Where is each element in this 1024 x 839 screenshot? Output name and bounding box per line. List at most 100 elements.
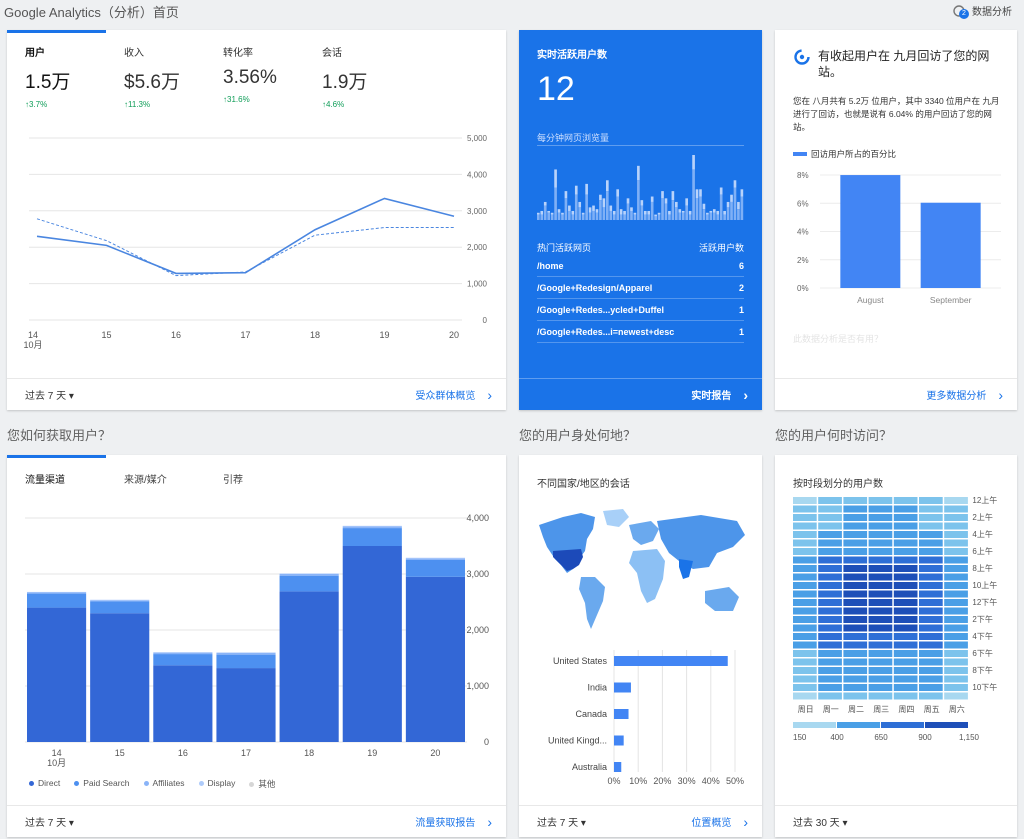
pageview-bar (706, 214, 709, 220)
legend-item[interactable]: Display (198, 778, 235, 790)
active-page-row[interactable]: /Google+Redesign/Apparel 2 (537, 277, 744, 299)
heatmap-cell (944, 633, 968, 640)
pageview-bar (675, 207, 678, 220)
heatmap-cell (793, 565, 817, 572)
stacked-bar-affiliates (27, 592, 87, 594)
insights-icon: 2 (952, 4, 969, 19)
stacked-bar-display (90, 599, 150, 601)
stacked-bar-paid-search (90, 601, 150, 614)
retention-bar (840, 175, 901, 288)
tab-source-medium[interactable]: 来源/媒介 (124, 475, 167, 486)
heatmap-cell (868, 497, 893, 504)
pageview-bar-light (540, 210, 544, 215)
heatmap-cell (919, 539, 943, 547)
pageview-bar (671, 200, 675, 220)
metric-change: ↑31.6% (223, 95, 250, 104)
pageview-bar-light (730, 194, 733, 202)
heatmap-cell (893, 607, 918, 615)
page-path: /Google+Redes...i=newest+desc (537, 327, 675, 337)
location-subtitle: 不同国家/地区的会话 (537, 479, 630, 490)
heatmap-cell (793, 599, 817, 606)
pageview-bar-light (592, 205, 595, 211)
pageview-bar (699, 196, 702, 220)
hour-label: 10上午 (972, 580, 997, 590)
pageview-bar (537, 214, 540, 220)
retention-bar-chart: 8% 6% 4% 2% 0% August September (797, 171, 1001, 305)
legend-item[interactable]: Direct (29, 778, 60, 790)
pageview-bar-light (716, 210, 720, 215)
heatmap-cell (843, 658, 868, 666)
realtime-report-link[interactable]: 实时报告 › (691, 387, 748, 403)
legend-item[interactable]: Affiliates (143, 778, 185, 790)
y-tick-label: 0% (797, 284, 809, 293)
audience-overview-link[interactable]: 受众群体概览 › (415, 387, 492, 403)
insights-button[interactable]: 2 数据分析 (952, 3, 1012, 19)
hour-label: 6上午 (972, 546, 992, 556)
heatmap-cell (843, 684, 868, 691)
x-tick-label: 20 (430, 748, 440, 758)
x-sublabel: 10月 (47, 758, 66, 768)
date-range-dropdown[interactable]: 过去 30 天 ▾ (793, 818, 848, 829)
heatmap-cell (919, 692, 943, 700)
location-overview-link[interactable]: 位置概览 › (691, 814, 748, 830)
feedback-prompt: 此数据分析是否有用？ (793, 334, 884, 344)
heatmap-cell (868, 590, 893, 598)
retention-insight-card: 有收起用户在 九月回访了您的网站。 您在 八月共有 5.2万 位用户，其中 33… (775, 30, 1017, 410)
tab-channels[interactable]: 流量渠道 (25, 475, 65, 486)
stacked-bar-paid-search (342, 528, 402, 546)
page-active-users: 6 (738, 261, 744, 271)
pageviews-bar-chart (537, 155, 744, 220)
more-insights-link[interactable]: 更多数据分析 › (926, 387, 1003, 403)
link-label: 受众群体概览 (415, 391, 476, 402)
link-label: 流量获取报告 (415, 818, 476, 829)
heatmap-cell (868, 641, 893, 649)
realtime-footer: 实时报告 › (519, 378, 762, 410)
heatmap-cell (893, 590, 918, 598)
metric-change: ↑4.6% (322, 100, 345, 109)
scale-swatch (793, 722, 836, 728)
country-label: India (587, 683, 607, 693)
metric-label: 会话 (322, 48, 342, 59)
y-tick-label: 3,000 (466, 569, 489, 579)
active-page-row[interactable]: /home 6 (537, 255, 744, 277)
map-europe (629, 521, 659, 545)
chevron-right-icon: › (487, 386, 492, 403)
acquisition-report-link[interactable]: 流量获取报告 › (415, 814, 492, 830)
y-tick-label: 8% (797, 171, 809, 180)
pageview-bar-light (581, 212, 585, 215)
heatmap-cell (793, 641, 817, 649)
pageview-bar-light (561, 212, 564, 215)
legend-label: 回访用户所占的百分比 (811, 149, 897, 159)
metric-users[interactable]: 用户 1.5万 ↑3.7% (25, 44, 117, 109)
y-tick-label: 2% (797, 256, 809, 265)
date-range-dropdown[interactable]: 过去 7 天 ▾ (537, 818, 586, 829)
metric-revenue[interactable]: 收入 $5.6万 ↑11.3% (124, 44, 216, 109)
hour-label: 6下午 (972, 648, 992, 658)
pageview-bar-light (564, 191, 568, 199)
heatmap-cell (843, 633, 868, 640)
time-footer: 过去 30 天 ▾ (775, 805, 1017, 837)
date-range-dropdown[interactable]: 过去 7 天 ▾ (25, 391, 74, 402)
tab-referrals[interactable]: 引荐 (223, 475, 243, 486)
legend-item[interactable]: 其他 (249, 778, 275, 790)
heatmap-cell (818, 641, 842, 649)
heatmap-cell (818, 582, 842, 589)
heatmap-cell (944, 616, 968, 623)
metric-sessions[interactable]: 会话 1.9万 ↑4.6% (322, 44, 414, 109)
pageview-bar-light (595, 209, 599, 213)
date-range-dropdown[interactable]: 过去 7 天 ▾ (25, 818, 74, 829)
scale-swatch (837, 722, 880, 728)
active-page-row[interactable]: /Google+Redes...i=newest+desc 1 (537, 321, 744, 343)
active-page-row[interactable]: /Google+Redes...ycled+Duffel 1 (537, 299, 744, 321)
pageview-bar-light (699, 189, 702, 197)
heatmap-cell (793, 658, 817, 666)
heatmap-cell (868, 692, 893, 700)
legend-item[interactable]: Paid Search (74, 778, 130, 790)
insight-description: 您在 八月共有 5.2万 位用户，其中 3340 位用户在 九月进行了回访，也就… (793, 96, 1000, 132)
pageview-bar-light (588, 207, 592, 213)
heatmap-cell (868, 607, 893, 615)
selected-metric-indicator (7, 30, 106, 33)
pageview-bar (650, 201, 654, 220)
metric-conversion[interactable]: 转化率 3.56% ↑31.6% (223, 44, 315, 104)
heatmap-cell (793, 607, 817, 615)
